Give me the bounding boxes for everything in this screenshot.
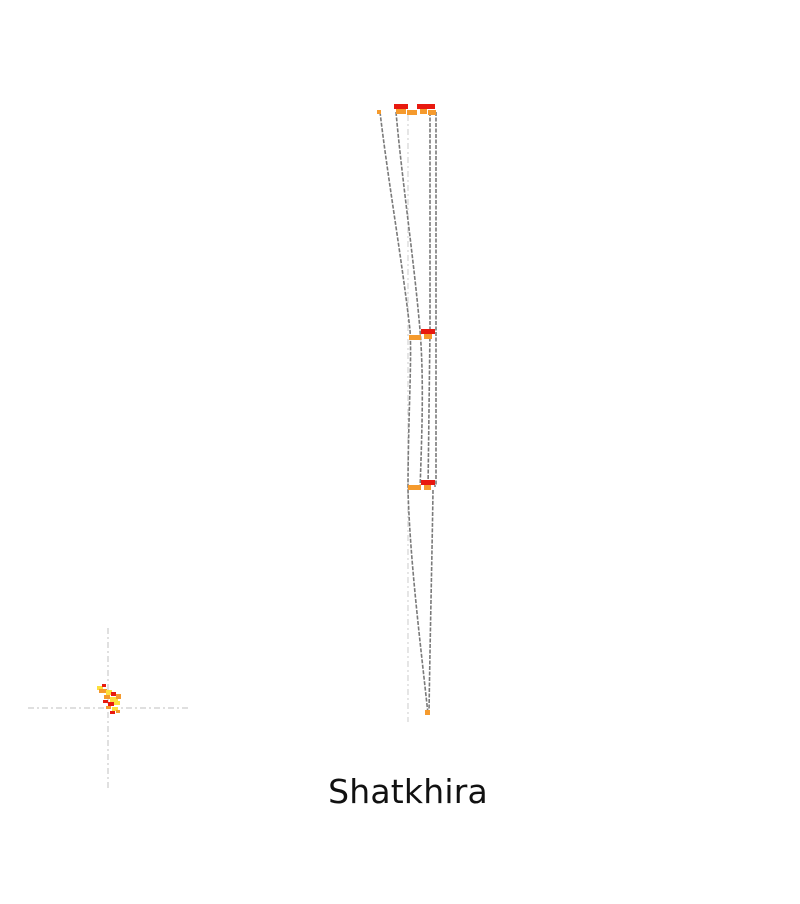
region-cell-medium (428, 110, 436, 115)
inset-region-cluster (97, 684, 121, 714)
region-cell-medium (425, 710, 430, 715)
region-cell-medium (377, 110, 381, 114)
inset-cell (97, 686, 103, 690)
boundary-outline (395, 111, 424, 491)
inset-cell (102, 684, 106, 687)
inset-locator-map (28, 628, 188, 788)
region-cell-medium (420, 109, 427, 114)
inset-cell (110, 711, 115, 714)
region-cell-medium (408, 485, 421, 490)
inset-cell (116, 710, 120, 713)
region-cell-medium (409, 335, 421, 340)
boundary-outline (379, 111, 429, 715)
inset-cell (112, 707, 118, 711)
region-cell-medium (407, 110, 417, 115)
inset-cell (99, 689, 107, 693)
inset-cell (111, 692, 116, 696)
region-cell-high (417, 104, 435, 109)
inset-cell (110, 697, 118, 702)
region-cell-high (394, 104, 408, 109)
region-cell-medium (424, 334, 432, 339)
boundary-outline (428, 489, 434, 715)
region-cell-medium (424, 485, 431, 490)
region-cell-medium (396, 109, 406, 114)
region-cell-high (421, 329, 435, 334)
inset-cell (106, 690, 112, 695)
boundary-outline (434, 112, 437, 487)
boundary-outline (427, 112, 431, 491)
inset-cell (114, 701, 120, 705)
inset-cell (108, 702, 114, 706)
map-title: Shatkhira (328, 772, 488, 811)
inset-cell (103, 700, 108, 703)
region-cell-high (421, 480, 435, 485)
inset-cell (116, 694, 121, 699)
main-map (377, 104, 437, 722)
inset-cell (106, 706, 111, 709)
inset-cell (104, 695, 110, 699)
